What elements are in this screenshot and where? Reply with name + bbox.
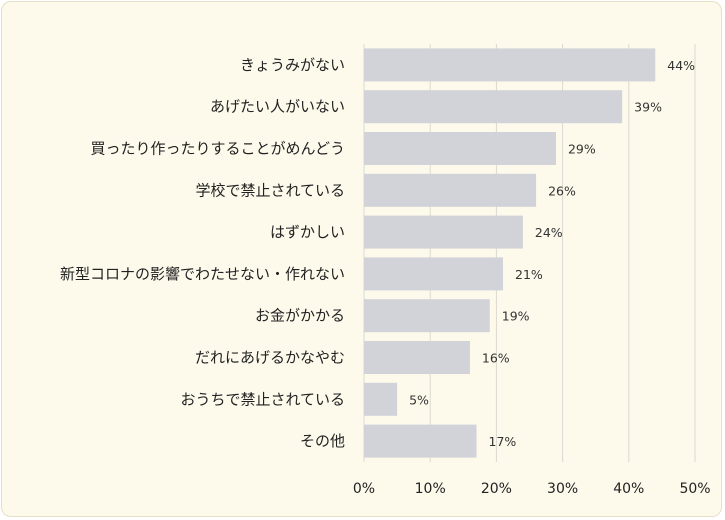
bar xyxy=(364,299,490,333)
category-label: 買ったり作ったりすることがめんどう xyxy=(90,140,345,158)
bar xyxy=(364,90,623,124)
category-label: その他 xyxy=(300,432,345,450)
category-label: だれにあげるかなやむ xyxy=(195,349,345,367)
x-tick-labels: 0% 10% 20% 30% 40% 50% xyxy=(353,481,711,497)
bar xyxy=(364,173,537,207)
x-tick-label: 40% xyxy=(613,481,644,497)
value-label: 26% xyxy=(548,183,576,198)
value-label: 39% xyxy=(634,100,662,115)
category-label: お金がかかる xyxy=(255,307,345,325)
value-label: 44% xyxy=(667,58,695,73)
value-label: 21% xyxy=(515,267,543,282)
category-label: 新型コロナの影響でわたせない・作れない xyxy=(60,265,345,283)
x-tick-label: 30% xyxy=(547,481,578,497)
value-label: 17% xyxy=(489,434,517,449)
category-label: あげたい人がいない xyxy=(210,98,345,116)
value-label: 19% xyxy=(502,309,530,324)
bar xyxy=(364,382,398,416)
x-tick-label: 20% xyxy=(481,481,512,497)
value-label: 16% xyxy=(482,351,510,366)
bar xyxy=(364,424,477,458)
bars xyxy=(364,48,656,458)
value-label: 24% xyxy=(535,225,563,240)
category-label: 学校で禁止されている xyxy=(195,181,345,199)
bar xyxy=(364,257,504,291)
bar xyxy=(364,215,523,249)
bar xyxy=(364,132,556,165)
value-label: 29% xyxy=(568,142,596,157)
x-tick-label: 0% xyxy=(353,481,375,497)
x-tick-label: 50% xyxy=(679,481,710,497)
category-label: はずかしい xyxy=(270,223,345,241)
bar xyxy=(364,341,470,374)
category-label: おうちで禁止されている xyxy=(180,390,345,408)
value-label: 5% xyxy=(409,392,429,407)
category-labels: きょうみがないあげたい人がいない買ったり作ったりすることがめんどう学校で禁止され… xyxy=(60,56,345,450)
category-label: きょうみがない xyxy=(240,56,345,74)
value-labels: 44% 39% 29% 26% 24% 21% 19% 16% 5% 17% xyxy=(409,58,695,449)
bar xyxy=(364,48,656,82)
x-tick-label: 10% xyxy=(415,481,446,497)
